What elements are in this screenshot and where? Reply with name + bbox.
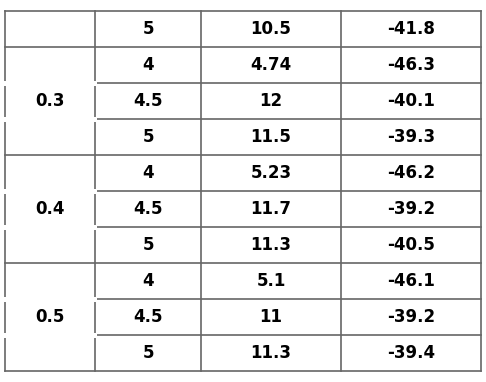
Text: 12: 12	[260, 92, 282, 110]
Text: 4.5: 4.5	[133, 92, 163, 110]
Text: 11.5: 11.5	[251, 128, 292, 146]
Text: 11: 11	[260, 308, 282, 326]
Text: -40.1: -40.1	[387, 92, 435, 110]
Text: -39.4: -39.4	[387, 344, 435, 362]
Text: 5.1: 5.1	[256, 272, 286, 290]
Text: 4: 4	[142, 56, 154, 74]
Text: 0.3: 0.3	[35, 92, 65, 110]
Text: -46.2: -46.2	[387, 164, 435, 182]
Text: -41.8: -41.8	[387, 20, 435, 38]
Text: 11.3: 11.3	[250, 344, 292, 362]
Text: -39.2: -39.2	[387, 200, 435, 218]
Text: 4.5: 4.5	[133, 308, 163, 326]
Text: 11.7: 11.7	[250, 200, 292, 218]
Text: 0.4: 0.4	[35, 200, 65, 218]
Text: 5: 5	[142, 20, 154, 38]
Text: 5: 5	[142, 344, 154, 362]
Text: 0.5: 0.5	[35, 308, 65, 326]
Text: -39.3: -39.3	[387, 128, 435, 146]
Text: 5.23: 5.23	[250, 164, 292, 182]
Text: 4.5: 4.5	[133, 200, 163, 218]
Text: -46.3: -46.3	[387, 56, 435, 74]
Text: -39.2: -39.2	[387, 308, 435, 326]
Text: 5: 5	[142, 128, 154, 146]
Text: -46.1: -46.1	[387, 272, 435, 290]
Text: 4.74: 4.74	[250, 56, 292, 74]
Text: 4: 4	[142, 272, 154, 290]
Text: 10.5: 10.5	[251, 20, 292, 38]
Text: -40.5: -40.5	[387, 236, 435, 254]
Text: 11.3: 11.3	[250, 236, 292, 254]
Text: 4: 4	[142, 164, 154, 182]
Text: 5: 5	[142, 236, 154, 254]
